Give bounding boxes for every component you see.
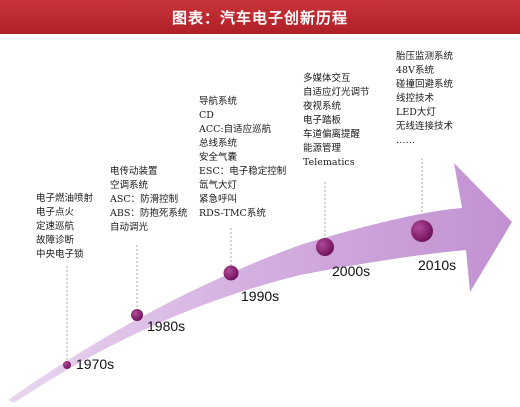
era-marker-2000s: [316, 238, 334, 256]
feature-item: LED大灯: [396, 107, 436, 118]
era-label-2010s: 2010s: [418, 257, 457, 273]
feature-item: ASC：防滑控制: [110, 194, 179, 205]
feature-item: 定速巡航: [36, 221, 75, 232]
feature-item: 车道偏离提醒: [303, 129, 361, 140]
era-label-1990s: 1990s: [241, 288, 280, 304]
feature-item: 多媒体交互: [303, 73, 351, 84]
era-marker-1970s: [63, 361, 71, 369]
feature-item: 导航系统: [199, 96, 238, 107]
feature-item: 自动调光: [110, 222, 149, 233]
feature-item: 碰撞回避系统: [396, 79, 454, 90]
feature-item: 夜视系统: [303, 101, 342, 112]
era-marker-1980s: [131, 309, 143, 321]
feature-item: 安全气囊: [199, 152, 238, 163]
feature-list-2010s: 胎压监测系统 48V系统 碰撞回避系统 线控技术 LED大灯 无线连接技术 ……: [396, 50, 453, 148]
timeline-arrow: [8, 163, 512, 403]
feature-item: ABS：防抱死系统: [110, 208, 188, 219]
feature-item: 中央电子锁: [36, 249, 84, 260]
feature-item: 无线连接技术: [396, 121, 454, 132]
feature-list-2000s: 多媒体交互 自适应灯光调节 夜视系统 电子踏板 车道偏离提醒 能源管理 Tele…: [303, 72, 370, 170]
feature-item: 电子燃油喷射: [36, 193, 94, 204]
feature-item: 电子踏板: [303, 115, 342, 126]
feature-item: 电子点火: [36, 207, 75, 218]
feature-item: 自适应灯光调节: [303, 87, 370, 98]
chart-title: 图表：汽车电子创新历程: [171, 8, 348, 27]
feature-item: 故障诊断: [36, 235, 75, 246]
feature-item: 线控技术: [396, 93, 435, 104]
feature-item: CD: [199, 110, 214, 121]
era-marker-2010s: [411, 220, 433, 242]
feature-item: RDS-TMC系统: [199, 208, 266, 219]
feature-item: 空调系统: [110, 180, 149, 191]
era-label-1970s: 1970s: [76, 356, 115, 372]
feature-item: Telematics: [303, 157, 355, 168]
feature-item: ACC:自适应巡航: [199, 124, 272, 135]
feature-list-1980s: 电传动装置 空调系统 ASC：防滑控制 ABS：防抱死系统 自动调光: [110, 165, 187, 235]
feature-item: 能源管理: [303, 143, 342, 154]
feature-item: ……: [396, 135, 415, 146]
feature-item: ESC：电子稳定控制: [199, 166, 287, 177]
feature-list-1990s: 导航系统 CD ACC:自适应巡航 总线系统 安全气囊 ESC：电子稳定控制 氙…: [199, 95, 286, 221]
era-marker-1990s: [223, 265, 239, 281]
era-label-2000s: 2000s: [332, 263, 371, 279]
era-label-1980s: 1980s: [147, 318, 186, 334]
feature-item: 48V系统: [396, 65, 434, 76]
feature-item: 总线系统: [199, 138, 238, 149]
feature-list-1970s: 电子燃油喷射 电子点火 定速巡航 故障诊断 中央电子锁: [36, 192, 93, 262]
feature-item: 氙气大灯: [199, 180, 238, 191]
title-banner: 图表：汽车电子创新历程: [0, 0, 520, 34]
feature-item: 电传动装置: [110, 166, 158, 177]
feature-item: 紧急呼叫: [199, 194, 238, 205]
feature-item: 胎压监测系统: [396, 51, 454, 62]
